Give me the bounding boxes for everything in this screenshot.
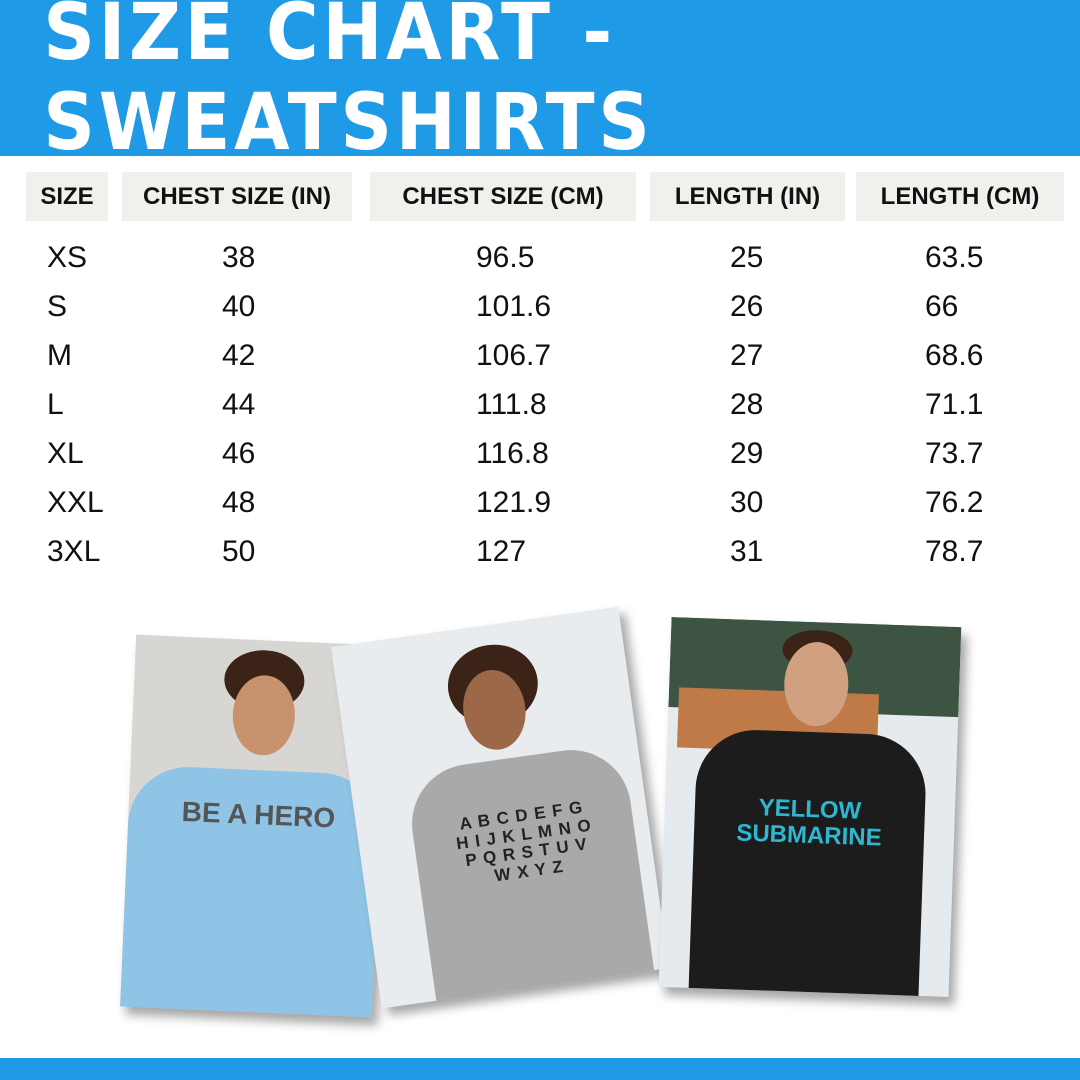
column-header: LENGTH (IN) bbox=[650, 172, 845, 221]
table-cell: XXL bbox=[47, 486, 104, 519]
table-cell: 31 bbox=[730, 535, 764, 568]
table-cell: 40 bbox=[222, 290, 256, 323]
photo-yellow-submarine: YELLOW SUBMARINE bbox=[658, 617, 962, 997]
table-cell: L bbox=[47, 388, 64, 421]
table-cell: 68.6 bbox=[925, 339, 984, 372]
column-header: CHEST SIZE (CM) bbox=[370, 172, 636, 221]
table-cell: 106.7 bbox=[476, 339, 552, 372]
table-cell: 30 bbox=[730, 486, 764, 519]
table-cell: XS bbox=[47, 241, 88, 274]
table-cell: 46 bbox=[222, 437, 256, 470]
table-cell: 78.7 bbox=[925, 535, 984, 568]
table-cell: 38 bbox=[222, 241, 256, 274]
table-cell: 63.5 bbox=[925, 241, 984, 274]
table-cell: 111.8 bbox=[476, 388, 547, 421]
table-cell: 96.5 bbox=[476, 241, 535, 274]
table-cell: 48 bbox=[222, 486, 256, 519]
table-cell: 121.9 bbox=[476, 486, 552, 519]
table-cell: 42 bbox=[222, 339, 256, 372]
column-header: CHEST SIZE (IN) bbox=[122, 172, 352, 221]
table-cell: 101.6 bbox=[476, 290, 552, 323]
title-banner: SIZE CHART - SWEATSHIRTS bbox=[0, 0, 1080, 168]
table-cell: M bbox=[47, 339, 72, 372]
table-cell: 28 bbox=[730, 388, 764, 421]
sweatshirt bbox=[688, 728, 928, 997]
table-cell: XL bbox=[47, 437, 84, 470]
page-title: SIZE CHART - SWEATSHIRTS bbox=[43, 0, 654, 168]
table-cell: 26 bbox=[730, 290, 764, 323]
table-cell: 71.1 bbox=[925, 388, 984, 421]
table-cell: S bbox=[47, 290, 68, 323]
column-header: SIZE bbox=[26, 172, 108, 221]
table-cell: 127 bbox=[476, 535, 527, 568]
table-cell: 44 bbox=[222, 388, 256, 421]
table-cell: 3XL bbox=[47, 535, 101, 568]
footer-bar bbox=[0, 1058, 1080, 1080]
table-cell: 29 bbox=[730, 437, 764, 470]
table-cell: 76.2 bbox=[925, 486, 984, 519]
table-cell: 73.7 bbox=[925, 437, 984, 470]
table-cell: 50 bbox=[222, 535, 256, 568]
column-header: LENGTH (CM) bbox=[856, 172, 1064, 221]
table-cell: 66 bbox=[925, 290, 959, 323]
photo-alphabet: A B C D E F G H I J K L M N O P Q R S T … bbox=[331, 606, 669, 1009]
table-cell: 25 bbox=[730, 241, 764, 274]
table-cell: 27 bbox=[730, 339, 764, 372]
shirt-print: YELLOW SUBMARINE bbox=[735, 794, 883, 852]
table-cell: 116.8 bbox=[476, 437, 549, 470]
